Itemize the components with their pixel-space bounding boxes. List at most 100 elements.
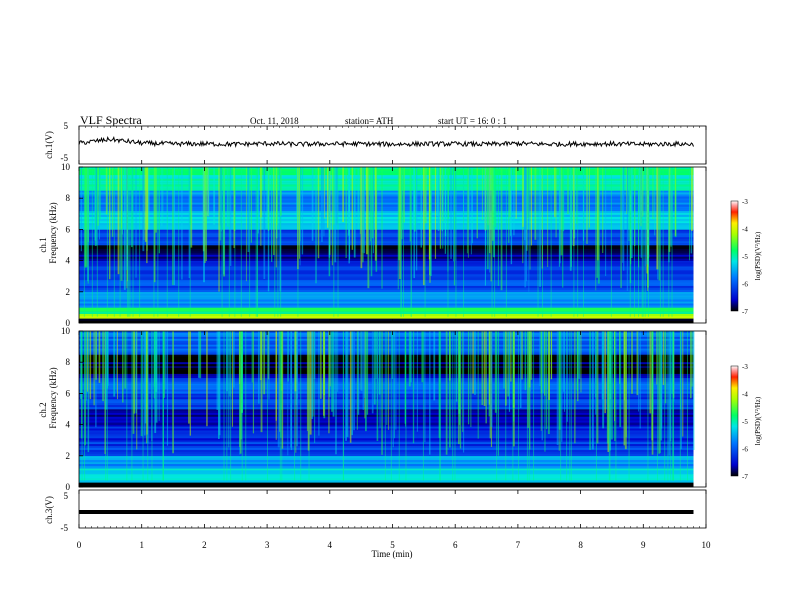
sferic-streak [670,167,672,247]
sferic-streak [534,167,537,240]
sferic-streak [628,331,630,481]
y-tick-label: 2 [66,451,71,461]
sferic-streak [296,167,298,217]
sferic-streak [562,167,564,288]
sferic-streak [437,167,440,232]
sferic-streak [245,331,247,481]
sferic-streak [217,331,220,439]
frequency-band [79,180,694,183]
sferic-streak [345,167,347,258]
sferic-streak [570,331,572,481]
frequency-band [79,409,694,412]
sferic-streak [487,167,489,226]
frequency-band [79,250,694,254]
frequency-band [79,174,694,178]
sferic-streak [204,167,206,264]
sferic-streak [410,167,412,317]
sferic-streak [249,167,251,317]
sferic-streak [642,167,644,217]
sferic-streak [333,167,335,317]
sferic-streak [274,167,276,317]
sferic-streak [658,167,661,281]
sferic-streak [574,331,576,444]
sferic-streak [569,167,572,271]
sferic-streak [83,167,85,317]
sferic-streak [343,331,345,481]
sferic-streak [510,331,512,382]
x-tick-label: 7 [516,540,521,550]
sferic-streak [555,167,557,238]
frequency-band [79,448,694,451]
sferic-streak [441,167,443,232]
sferic-streak [562,331,565,392]
sferic-streak [91,167,93,317]
sferic-streak [163,331,165,398]
sferic-streak [142,167,145,252]
frequency-band [79,268,694,271]
frequency-band [79,214,694,218]
sferic-streak [240,167,242,317]
sferic-streak [680,331,683,450]
sferic-streak [528,331,531,388]
sferic-streak [221,167,223,317]
colorbar-tick-label: -6 [742,446,748,454]
sferic-streak [301,167,304,255]
frequency-band [79,340,694,343]
sferic-streak [295,331,298,405]
sferic-streak [239,331,242,454]
x-tick-label: 6 [453,540,458,550]
sferic-streak [172,167,174,286]
sferic-streak [563,167,565,232]
sferic-streak [172,331,174,454]
frequency-band [79,358,694,361]
ch1-waveform-line [78,135,694,149]
sferic-streak [357,331,360,415]
sferic-streak [476,167,478,239]
sferic-streak [398,331,400,481]
sferic-streak [135,331,137,414]
sferic-streak [439,331,441,481]
frequency-band [79,270,694,273]
sferic-streak [582,167,585,241]
sferic-streak [672,331,675,398]
sferic-streak [526,331,528,481]
sferic-streak [485,167,486,246]
sferic-streak [166,167,168,228]
frequency-band [79,377,694,381]
sferic-streak [636,331,639,396]
ch2-spectrogram [79,331,695,488]
frequency-band [79,476,694,479]
sferic-streak [576,331,579,391]
sferic-streak [228,331,230,448]
sferic-streak [80,167,83,252]
sferic-streak [673,331,675,481]
ch3-wave-ylabel: ch.3(V) [44,496,54,524]
frequency-band [79,245,694,248]
sferic-streak [178,167,180,317]
sferic-streak [496,331,498,481]
sferic-streak [257,167,259,317]
y-tick-label: 6 [66,388,71,398]
sferic-streak [79,331,82,400]
sferic-streak [429,331,431,455]
sferic-streak [558,167,561,267]
sferic-streak [679,331,681,481]
sferic-streak [188,167,191,278]
sferic-streak [401,167,403,240]
frequency-band [79,364,694,367]
sferic-streak [164,331,167,390]
sferic-streak [658,331,661,454]
sferic-streak [162,331,164,481]
sferic-streak [689,167,690,261]
frequency-band [79,276,694,279]
sferic-streak [277,331,280,448]
frequency-band [79,362,694,365]
frequency-band [79,170,694,174]
sferic-streak [384,331,386,481]
frequency-band [79,370,694,373]
y-tick-label: 8 [66,357,71,367]
sferic-streak [279,167,282,292]
sferic-streak [95,331,97,380]
sferic-streak [490,331,493,427]
frequency-band [79,385,694,388]
